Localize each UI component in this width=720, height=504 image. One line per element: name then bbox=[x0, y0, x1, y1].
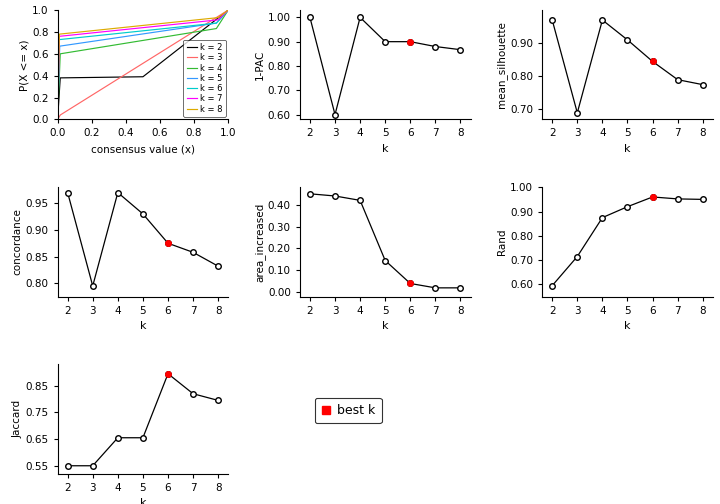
k = 7 bbox=[219, 12, 228, 18]
k = 5 bbox=[219, 13, 228, 19]
k = 4 bbox=[62, 50, 71, 56]
k = 6 bbox=[219, 13, 228, 19]
Y-axis label: 1-PAC: 1-PAC bbox=[255, 49, 265, 80]
k = 8 bbox=[219, 11, 228, 17]
X-axis label: k: k bbox=[382, 321, 389, 331]
Legend: k = 2, k = 3, k = 4, k = 5, k = 6, k = 7, k = 8: k = 2, k = 3, k = 4, k = 5, k = 6, k = 7… bbox=[183, 40, 226, 117]
k = 5 bbox=[53, 116, 62, 122]
Y-axis label: Rand: Rand bbox=[498, 229, 508, 255]
k = 3 bbox=[219, 10, 228, 16]
k = 4 bbox=[224, 7, 233, 13]
k = 8 bbox=[224, 7, 233, 13]
Line: k = 6: k = 6 bbox=[58, 10, 228, 119]
k = 3 bbox=[136, 62, 145, 68]
k = 6 bbox=[188, 23, 197, 29]
Line: k = 7: k = 7 bbox=[58, 10, 228, 119]
k = 8 bbox=[188, 18, 197, 24]
k = 3 bbox=[188, 30, 197, 36]
X-axis label: k: k bbox=[140, 498, 146, 504]
k = 7 bbox=[132, 25, 140, 31]
Line: k = 2: k = 2 bbox=[58, 10, 228, 119]
k = 8 bbox=[136, 23, 145, 29]
Y-axis label: area_increased: area_increased bbox=[254, 202, 265, 282]
k = 8 bbox=[132, 23, 140, 29]
k = 5 bbox=[219, 13, 228, 19]
k = 7 bbox=[219, 12, 228, 18]
Y-axis label: mean_silhouette: mean_silhouette bbox=[497, 21, 508, 108]
k = 3 bbox=[224, 7, 233, 13]
k = 4 bbox=[53, 116, 62, 122]
k = 4 bbox=[219, 15, 228, 21]
k = 2 bbox=[136, 74, 145, 80]
k = 6 bbox=[136, 28, 145, 34]
Line: k = 3: k = 3 bbox=[58, 10, 228, 119]
Line: k = 5: k = 5 bbox=[58, 10, 228, 119]
k = 8 bbox=[219, 11, 228, 17]
X-axis label: k: k bbox=[382, 144, 389, 154]
k = 2 bbox=[188, 35, 197, 41]
k = 2 bbox=[53, 116, 62, 122]
k = 3 bbox=[219, 10, 228, 16]
k = 5 bbox=[132, 32, 140, 38]
k = 2 bbox=[62, 75, 71, 81]
k = 6 bbox=[219, 13, 228, 19]
k = 2 bbox=[219, 11, 228, 17]
Legend: best k: best k bbox=[315, 398, 382, 423]
k = 6 bbox=[224, 7, 233, 13]
X-axis label: consensus value (x): consensus value (x) bbox=[91, 144, 195, 154]
Y-axis label: concordance: concordance bbox=[13, 209, 22, 275]
k = 5 bbox=[62, 42, 71, 48]
Line: k = 8: k = 8 bbox=[58, 10, 228, 119]
k = 6 bbox=[62, 36, 71, 42]
k = 5 bbox=[224, 7, 233, 13]
Y-axis label: P(X <= x): P(X <= x) bbox=[19, 39, 30, 91]
k = 3 bbox=[132, 65, 140, 71]
k = 7 bbox=[188, 20, 197, 26]
Y-axis label: Jaccard: Jaccard bbox=[13, 400, 22, 438]
k = 2 bbox=[219, 11, 228, 17]
k = 8 bbox=[53, 116, 62, 122]
k = 7 bbox=[224, 7, 233, 13]
k = 7 bbox=[62, 33, 71, 39]
X-axis label: k: k bbox=[140, 321, 146, 331]
k = 8 bbox=[62, 30, 71, 36]
X-axis label: k: k bbox=[624, 321, 631, 331]
k = 5 bbox=[136, 31, 145, 37]
X-axis label: k: k bbox=[624, 144, 631, 154]
k = 4 bbox=[132, 39, 140, 45]
k = 4 bbox=[219, 15, 228, 21]
k = 3 bbox=[53, 116, 62, 122]
k = 5 bbox=[188, 24, 197, 30]
k = 3 bbox=[62, 108, 71, 114]
k = 4 bbox=[188, 30, 197, 36]
k = 4 bbox=[136, 38, 145, 44]
k = 2 bbox=[132, 74, 140, 80]
Line: k = 4: k = 4 bbox=[58, 10, 228, 119]
k = 6 bbox=[132, 29, 140, 35]
k = 7 bbox=[53, 116, 62, 122]
k = 7 bbox=[136, 25, 145, 31]
k = 6 bbox=[53, 116, 62, 122]
k = 2 bbox=[224, 7, 233, 13]
